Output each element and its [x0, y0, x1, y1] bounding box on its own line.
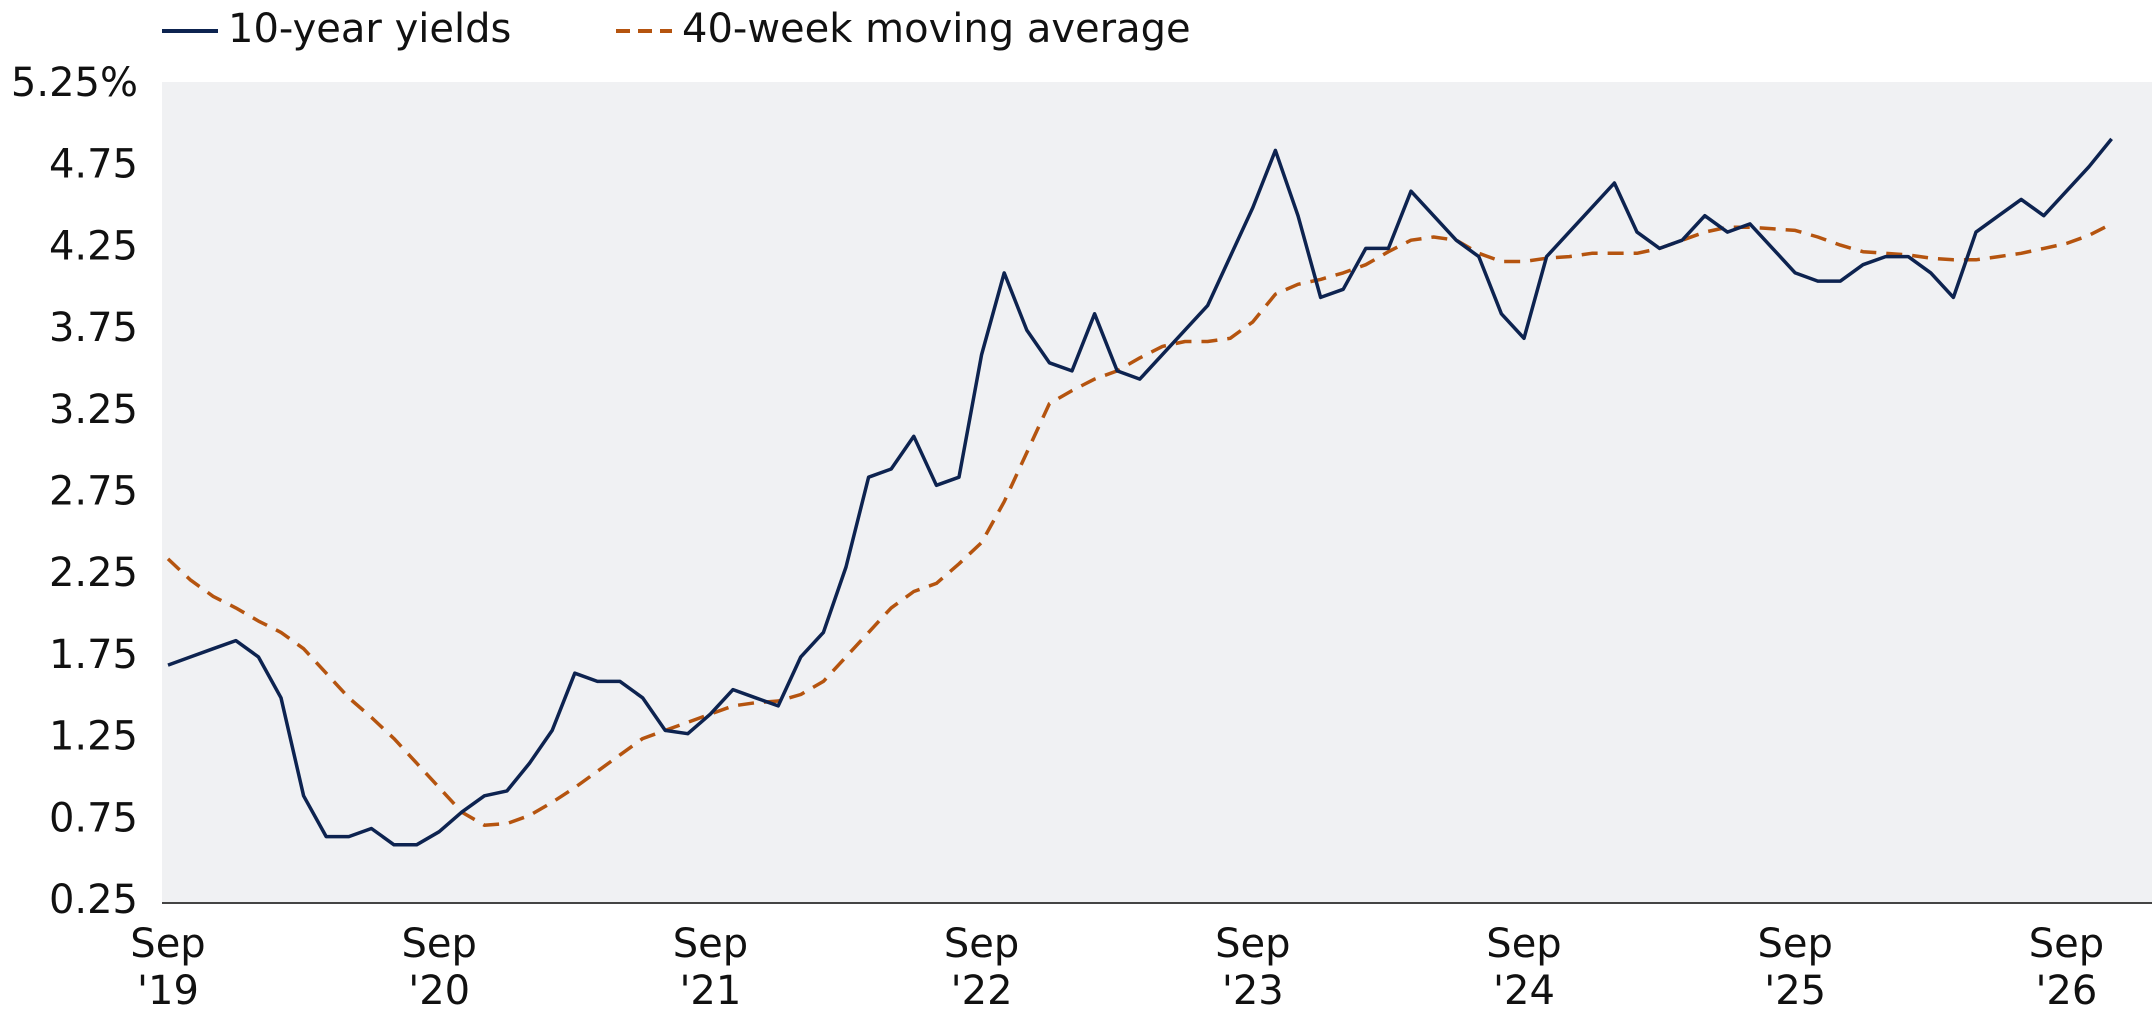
- y-tick-label: 4.75: [49, 142, 138, 188]
- x-tick-label: Sep '22: [944, 921, 1019, 1014]
- x-tick-label: Sep '19: [130, 921, 205, 1014]
- series-line: [167, 137, 2113, 847]
- y-tick-label: 0.75: [49, 795, 138, 841]
- series-line: [166, 222, 2113, 827]
- y-tick-label: 3.25: [49, 387, 138, 433]
- y-tick-label: 0.25: [49, 877, 138, 923]
- legend-label: 10-year yields: [228, 6, 511, 52]
- y-tick-label: 1.25: [49, 714, 138, 760]
- x-tick-label: Sep '25: [1758, 921, 1833, 1014]
- x-tick-label: Sep '23: [1215, 921, 1290, 1014]
- x-tick-label: Sep '20: [402, 921, 477, 1014]
- x-tick-label: Sep '21: [673, 921, 748, 1014]
- legend-label: 40-week moving average: [682, 6, 1191, 52]
- y-tick-label: 2.75: [49, 469, 138, 515]
- y-tick-label: 4.25: [49, 223, 138, 269]
- y-tick-label: 1.75: [49, 632, 138, 678]
- y-tick-label: 2.25: [49, 550, 138, 596]
- x-tick-label: Sep '26: [2029, 921, 2104, 1014]
- x-tick-label: Sep '24: [1486, 921, 1561, 1014]
- y-tick-label: 5.25%: [11, 60, 138, 106]
- y-tick-label: 3.75: [49, 305, 138, 351]
- plot-area: [162, 82, 2152, 902]
